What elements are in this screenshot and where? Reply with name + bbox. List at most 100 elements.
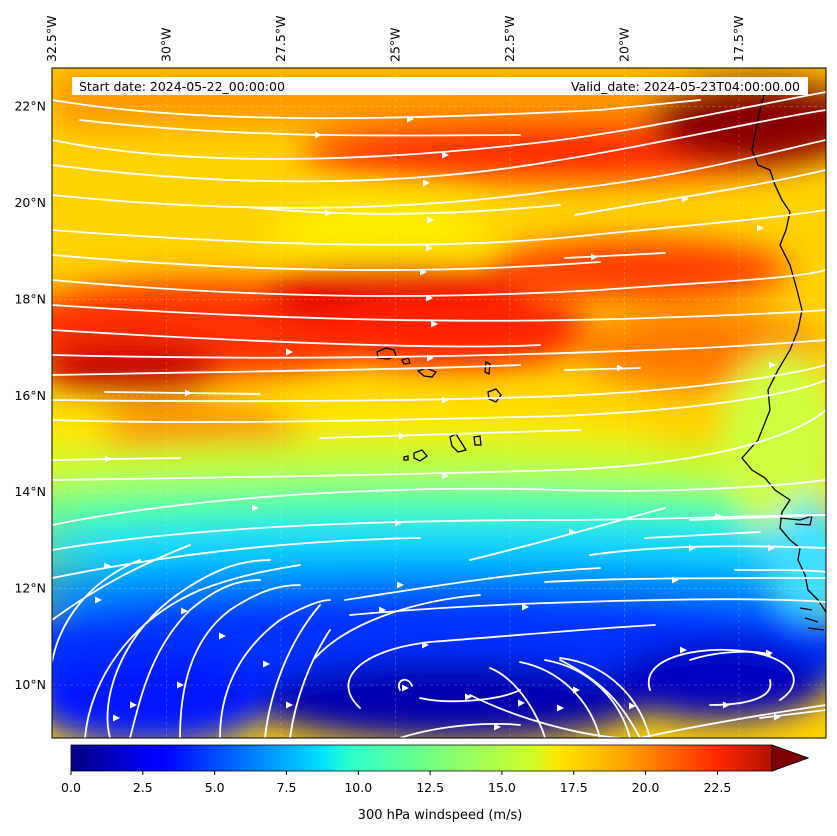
streamline: [489, 667, 546, 738]
streamline: [52, 364, 826, 403]
latitude-tick-labels: 10°N 12°N 14°N 16°N 18°N 20°N 22°N: [14, 99, 46, 692]
streamline: [759, 709, 826, 719]
streamline-arrowhead: [181, 607, 188, 615]
latitude-tick-label: 14°N: [14, 484, 46, 499]
streamline: [347, 624, 656, 709]
africa-coastline: [741, 91, 826, 613]
colorbar-tick-label: 5.0: [205, 780, 225, 795]
streamline: [469, 507, 666, 561]
colorbar-tick-label: 15.0: [488, 780, 516, 795]
streamline-arrowhead: [395, 519, 402, 527]
streamline-arrowhead: [426, 244, 433, 252]
streamline-arrowhead: [591, 253, 598, 261]
start-date-label: Start date: 2024-05-22_00:00:00: [79, 79, 285, 94]
streamline-arrowhead: [774, 713, 781, 721]
streamline-arrowhead: [769, 361, 776, 369]
streamline-arrowhead: [427, 354, 434, 362]
latitude-tick-label: 10°N: [14, 677, 46, 692]
colorbar-tick-label: 10.0: [344, 780, 372, 795]
streamline-arrowhead: [379, 606, 386, 614]
longitude-tick-label: 17.5°W: [731, 16, 746, 62]
streamline-arrowhead: [399, 432, 406, 440]
streamline-arrowhead: [715, 512, 722, 520]
valid-date-label: Valid_date: 2024-05-23T04:00:00.00: [571, 79, 800, 94]
streamline: [469, 694, 621, 738]
cape-verde-fogo: [413, 449, 428, 462]
streamline-arrowhead: [689, 544, 696, 552]
streamline-arrowhead: [95, 596, 102, 604]
streamline: [289, 629, 331, 738]
streamline: [52, 379, 826, 423]
streamline-arrowhead: [629, 702, 636, 710]
latitude-tick-label: 22°N: [14, 99, 46, 114]
streamline: [589, 545, 826, 556]
streamline-arrowhead: [442, 472, 449, 480]
streamline-arrowhead: [680, 646, 687, 654]
streamline: [52, 209, 826, 246]
streamline: [319, 429, 581, 439]
streamline: [219, 599, 331, 738]
streamline: [52, 139, 826, 209]
streamline-arrowhead: [219, 632, 226, 640]
streamline-arrowhead: [286, 348, 293, 356]
longitude-tick-labels: 32.5°W 30°W 27.5°W 25°W 22.5°W 20°W 17.5°W: [44, 16, 746, 62]
streamline-arrowhead: [420, 268, 427, 276]
windspeed-field: [52, 68, 826, 738]
streamline: [179, 584, 301, 738]
streamline: [574, 169, 826, 216]
streamline: [398, 678, 413, 691]
latitude-tick-label: 12°N: [14, 581, 46, 596]
streamline-arrowhead: [766, 649, 773, 657]
plot-frame: [51, 67, 827, 739]
streamline: [106, 559, 271, 738]
streamline-arrowhead: [105, 455, 112, 463]
streamline: [344, 567, 601, 601]
streamline: [709, 679, 772, 706]
longitude-tick-label: 30°W: [158, 27, 173, 62]
streamline: [264, 604, 321, 738]
streamline-arrowhead: [130, 701, 137, 709]
wind-streamlines: [52, 91, 826, 738]
latitude-tick-label: 16°N: [14, 388, 46, 403]
streamline: [52, 329, 541, 348]
streamline: [519, 661, 601, 738]
streamline: [314, 594, 481, 659]
streamline-arrowhead: [768, 544, 775, 552]
streamline: [647, 648, 795, 701]
streamline: [129, 579, 261, 738]
streamline: [52, 339, 826, 359]
streamline-arrowhead: [397, 581, 404, 589]
streamline: [644, 531, 761, 539]
streamline-arrowhead: [672, 576, 679, 584]
bijagos-islands: [799, 607, 825, 631]
colorbar-tick-label: 17.5: [560, 780, 588, 795]
streamline-arrowhead: [427, 216, 434, 224]
cape-verde-brava: [403, 455, 409, 461]
streamline-arrowhead: [522, 603, 529, 611]
streamline: [544, 659, 631, 738]
streamline: [52, 514, 826, 551]
longitude-tick-label: 20°W: [616, 27, 631, 62]
streamline: [419, 689, 521, 703]
cape-verde-sao-vicente: [401, 357, 411, 365]
streamline-arrowhead: [113, 714, 120, 722]
streamline-arrowhead: [723, 701, 730, 709]
longitude-tick-label: 27.5°W: [273, 16, 288, 62]
streamline: [564, 367, 641, 371]
streamline-arrowhead: [104, 562, 111, 570]
streamline-arrowhead: [185, 389, 192, 397]
streamline-arrowhead: [757, 224, 764, 232]
latitude-tick-label: 18°N: [14, 291, 46, 306]
streamline-arrowhead: [315, 131, 322, 139]
streamline-arrowhead: [518, 699, 525, 707]
streamline-arrowhead: [423, 179, 430, 187]
colorbar-extend-arrow: [771, 744, 810, 772]
latitude-tick-label: 20°N: [14, 195, 46, 210]
streamline: [399, 723, 521, 738]
streamline-arrowhead: [557, 704, 564, 712]
streamline: [52, 479, 826, 526]
longitude-tick-label: 22.5°W: [502, 16, 517, 62]
longitude-tick-label: 25°W: [387, 27, 402, 62]
streamline: [52, 457, 181, 461]
